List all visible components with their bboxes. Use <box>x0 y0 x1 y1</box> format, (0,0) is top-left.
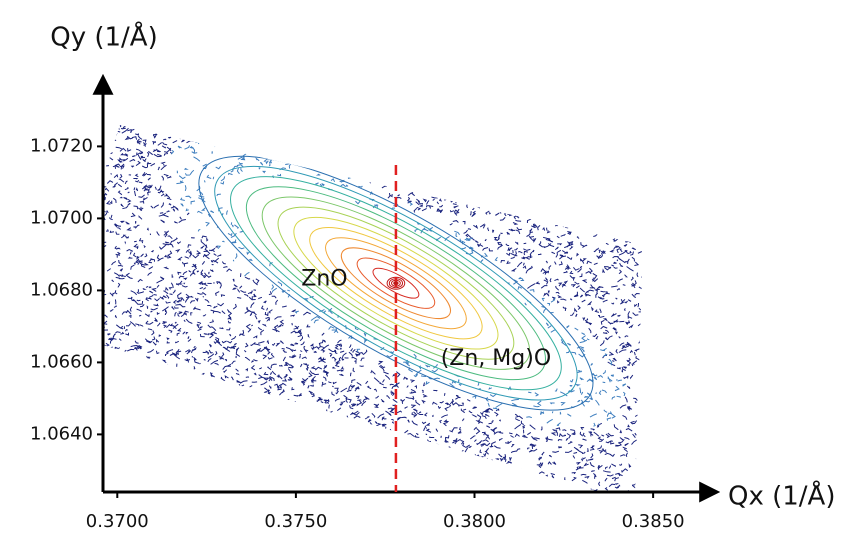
contour-line <box>356 257 436 309</box>
y-tick-label: 1.0700 <box>30 207 93 228</box>
x-tick-label: 0.3800 <box>443 511 506 532</box>
annotation: (Zn, Mg)O <box>441 346 551 371</box>
contour-noise <box>103 125 643 492</box>
y-axis-title: Qy (1/Å) <box>50 21 158 53</box>
contour-line <box>293 216 499 350</box>
y-tick-label: 1.0660 <box>30 351 93 372</box>
x-tick-label: 0.3750 <box>264 511 327 532</box>
contour-line <box>325 237 467 330</box>
x-tick-label: 0.3850 <box>622 511 685 532</box>
y-tick-label: 1.0680 <box>30 279 93 300</box>
x-axis-title: Qx (1/Å) <box>728 480 836 512</box>
contour-line <box>372 267 420 299</box>
y-tick-label: 1.0640 <box>30 423 93 444</box>
contour-line <box>309 227 483 340</box>
contour-line <box>340 247 451 320</box>
annotation: ZnO <box>301 267 347 292</box>
contour-line <box>261 196 531 370</box>
contour-map <box>103 125 643 492</box>
contour-line <box>277 206 515 360</box>
contour-line <box>245 186 546 381</box>
peak <box>393 281 398 286</box>
y-tick-label: 1.0720 <box>30 135 93 156</box>
contour-line <box>214 165 578 401</box>
contour-line <box>230 176 562 391</box>
contour-line <box>198 155 594 411</box>
x-tick-label: 0.3700 <box>86 511 149 532</box>
